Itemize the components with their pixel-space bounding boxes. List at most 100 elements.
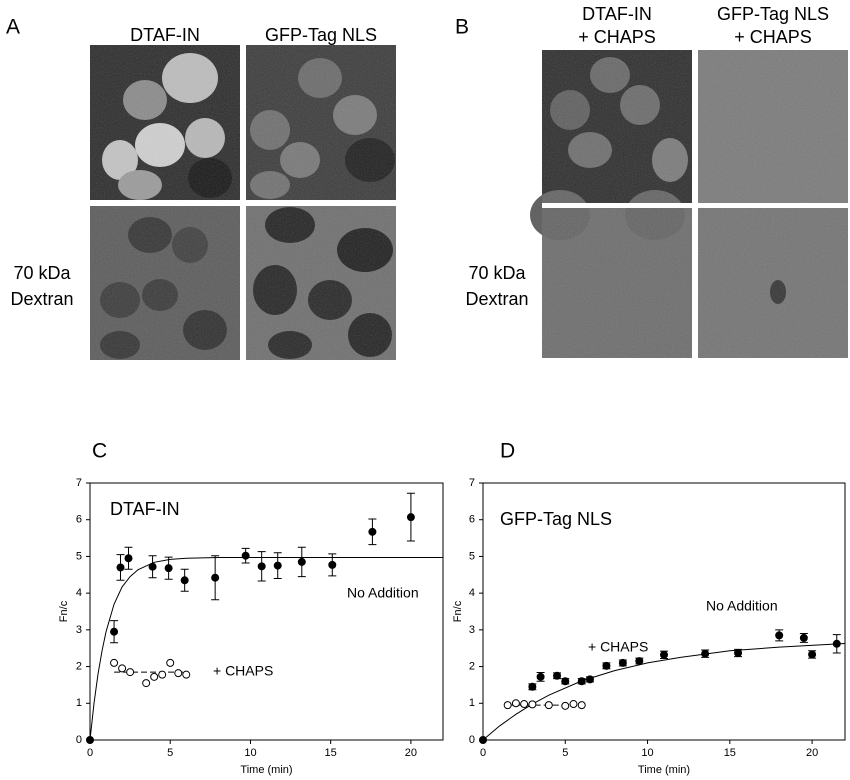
row-label: 70 kDa (13, 263, 71, 283)
data-point (799, 633, 808, 642)
data-point (124, 554, 133, 563)
y-tick-label: 3 (469, 624, 475, 636)
column-label: GFP-Tag NLS (265, 25, 377, 45)
y-tick-label: 2 (76, 660, 82, 672)
column-label: DTAF-IN (130, 25, 200, 45)
y-axis-label: Fn/c (452, 600, 464, 622)
series-label: No Addition (706, 598, 778, 614)
x-tick-label: 20 (405, 747, 417, 759)
data-point (110, 658, 119, 667)
y-tick-label: 7 (76, 477, 82, 489)
y-tick-label: 0 (469, 734, 475, 746)
gutter (542, 203, 848, 208)
plot-frame (89, 482, 444, 741)
x-tick-label: 10 (244, 747, 256, 759)
x-tick-label: 15 (724, 747, 736, 759)
data-point (150, 672, 159, 681)
data-point (368, 527, 377, 536)
column-label: DTAF-IN (582, 4, 652, 24)
fit-curve (89, 557, 443, 741)
data-point (164, 564, 173, 573)
x-tick-label: 0 (480, 747, 486, 759)
y-tick-label: 2 (469, 660, 475, 672)
data-point (116, 563, 125, 572)
data-point (832, 639, 841, 648)
x-tick-label: 20 (806, 747, 818, 759)
x-axis-label: Time (min) (638, 764, 690, 776)
data-point (257, 562, 266, 571)
data-point (180, 576, 189, 585)
data-point (602, 661, 611, 670)
data-point (528, 700, 537, 709)
column-label: GFP-Tag NLS (717, 4, 829, 24)
data-point (618, 658, 627, 667)
row-label: 70 kDa (468, 263, 526, 283)
data-point (297, 557, 306, 566)
data-point (503, 701, 512, 710)
data-point (406, 513, 415, 522)
data-point (701, 649, 710, 658)
y-tick-label: 5 (469, 550, 475, 562)
y-tick-label: 0 (76, 734, 82, 746)
data-point (561, 701, 570, 710)
y-tick-label: 4 (76, 587, 82, 599)
data-point (148, 562, 157, 571)
y-tick-label: 1 (76, 697, 82, 709)
micrograph-group-b (90, 45, 848, 360)
data-point (775, 631, 784, 640)
y-tick-label: 3 (76, 624, 82, 636)
gutter (90, 200, 396, 206)
y-tick-label: 5 (76, 550, 82, 562)
data-point (479, 736, 487, 744)
series-label: No Addition (347, 585, 419, 601)
x-tick-label: 5 (562, 747, 568, 759)
data-point (577, 701, 586, 710)
data-point (561, 677, 570, 686)
y-tick-label: 6 (469, 514, 475, 526)
x-tick-label: 15 (325, 747, 337, 759)
series-label: + CHAPS (213, 663, 273, 679)
plot-frame (482, 482, 846, 741)
data-point (635, 657, 644, 666)
data-point (544, 701, 553, 710)
x-axis-label: Time (min) (240, 764, 292, 776)
panel-label: A (6, 16, 20, 39)
data-point (211, 573, 220, 582)
data-point (110, 627, 119, 636)
chart-title: DTAF-IN (110, 499, 180, 519)
x-tick-label: 10 (641, 747, 653, 759)
data-point (511, 699, 520, 708)
data-point (569, 700, 578, 709)
data-point (158, 670, 167, 679)
data-point (126, 668, 135, 677)
x-tick-label: 5 (167, 747, 173, 759)
data-point (536, 672, 545, 681)
column-label: + CHAPS (578, 27, 656, 47)
row-label: Dextran (465, 289, 528, 309)
panel-label: D (500, 440, 515, 463)
row-label: Dextran (10, 289, 73, 309)
data-point (660, 650, 668, 659)
column-label: + CHAPS (734, 27, 812, 47)
data-point (328, 560, 337, 569)
data-point (553, 671, 562, 680)
data-point (273, 561, 282, 570)
y-tick-label: 1 (469, 697, 475, 709)
data-point (174, 669, 183, 678)
data-point (808, 650, 817, 659)
panel-label: B (455, 16, 469, 39)
data-point (86, 736, 94, 744)
data-point (182, 670, 191, 679)
data-point (142, 679, 151, 688)
y-tick-label: 6 (76, 514, 82, 526)
data-point (166, 658, 175, 667)
series-label: + CHAPS (588, 639, 648, 655)
data-point (734, 648, 743, 657)
data-point (241, 551, 250, 560)
data-point (520, 700, 529, 709)
x-tick-label: 0 (87, 747, 93, 759)
data-point (118, 664, 127, 673)
y-axis-label: Fn/c (58, 600, 70, 622)
y-tick-label: 7 (469, 477, 475, 489)
